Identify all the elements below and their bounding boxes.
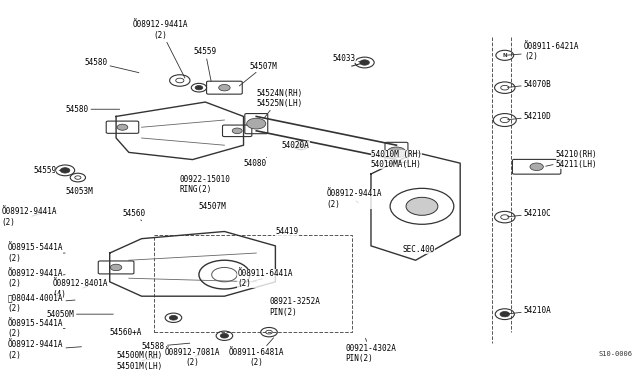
Text: S10-0006: S10-0006 xyxy=(598,351,632,357)
Circle shape xyxy=(60,168,70,173)
Text: 54419: 54419 xyxy=(275,227,298,236)
Text: 54588: 54588 xyxy=(141,342,190,351)
Circle shape xyxy=(110,264,122,271)
Text: 54524N(RH)
54525N(LH): 54524N(RH) 54525N(LH) xyxy=(256,89,303,118)
Circle shape xyxy=(530,163,543,170)
Circle shape xyxy=(406,197,438,215)
Text: 54070B: 54070B xyxy=(508,80,552,89)
Text: 54050M: 54050M xyxy=(46,310,113,319)
Text: 00921-4302A
PIN(2): 00921-4302A PIN(2) xyxy=(346,339,396,363)
Text: Õ08912-9441A
(2): Õ08912-9441A (2) xyxy=(1,208,57,227)
Text: Õ08911-6481A
(2): Õ08911-6481A (2) xyxy=(228,338,284,367)
Text: 54080: 54080 xyxy=(244,157,267,168)
Text: N: N xyxy=(502,53,507,58)
Text: Õ08912-9441A
(2): Õ08912-9441A (2) xyxy=(133,20,188,78)
Circle shape xyxy=(360,60,369,65)
Text: 54559: 54559 xyxy=(194,47,217,81)
Text: Õ08911-6441A
(2): Õ08911-6441A (2) xyxy=(237,269,292,288)
Circle shape xyxy=(195,86,203,90)
Text: 54020A: 54020A xyxy=(282,141,310,150)
Text: 54210(RH)
54211(LH): 54210(RH) 54211(LH) xyxy=(546,150,597,169)
Text: 54580: 54580 xyxy=(65,105,120,114)
Circle shape xyxy=(170,315,177,320)
Circle shape xyxy=(232,128,242,134)
Text: 54033: 54033 xyxy=(333,54,362,63)
Text: 54560: 54560 xyxy=(122,209,145,221)
Text: 54559: 54559 xyxy=(33,166,62,175)
Text: Õ08915-5441A
(2): Õ08915-5441A (2) xyxy=(8,243,65,263)
Text: 54210D: 54210D xyxy=(508,112,552,121)
Text: SEC.400: SEC.400 xyxy=(403,245,435,254)
Circle shape xyxy=(117,124,128,130)
Circle shape xyxy=(220,333,228,338)
Text: 54053M: 54053M xyxy=(65,187,93,196)
Bar xyxy=(154,235,352,332)
Text: ⒲08044-4001A
(2): ⒲08044-4001A (2) xyxy=(8,294,75,313)
Circle shape xyxy=(297,143,305,147)
Text: Õ08912-9441A
(2): Õ08912-9441A (2) xyxy=(8,269,65,288)
Text: 54560+A: 54560+A xyxy=(109,328,142,337)
Text: Õ08912-9441A
(2): Õ08912-9441A (2) xyxy=(326,189,382,209)
Circle shape xyxy=(500,311,509,317)
Text: 00922-15010
RING(2): 00922-15010 RING(2) xyxy=(180,175,230,195)
Text: 54010M (RH)
54010MA(LH): 54010M (RH) 54010MA(LH) xyxy=(371,150,422,169)
Text: 08921-3252A
PIN(2): 08921-3252A PIN(2) xyxy=(269,297,320,317)
Circle shape xyxy=(246,118,266,129)
Text: 54507M: 54507M xyxy=(239,62,278,86)
Circle shape xyxy=(219,84,230,91)
Text: 54210C: 54210C xyxy=(508,209,552,218)
Text: 54580: 54580 xyxy=(84,58,139,73)
Text: Õ08912-9441A
(2): Õ08912-9441A (2) xyxy=(8,340,81,360)
Text: Õ08912-7081A
(2): Õ08912-7081A (2) xyxy=(165,347,220,367)
Text: Õ08915-5441A
(2): Õ08915-5441A (2) xyxy=(8,319,65,338)
Circle shape xyxy=(387,147,406,158)
Text: Õ08911-6421A
(2): Õ08911-6421A (2) xyxy=(508,42,579,61)
Text: 54507M: 54507M xyxy=(199,202,227,211)
Text: 54210A: 54210A xyxy=(508,306,552,315)
Text: 54500M(RH)
54501M(LH): 54500M(RH) 54501M(LH) xyxy=(116,351,163,371)
Text: Õ08912-8401A
(4): Õ08912-8401A (4) xyxy=(52,279,108,299)
